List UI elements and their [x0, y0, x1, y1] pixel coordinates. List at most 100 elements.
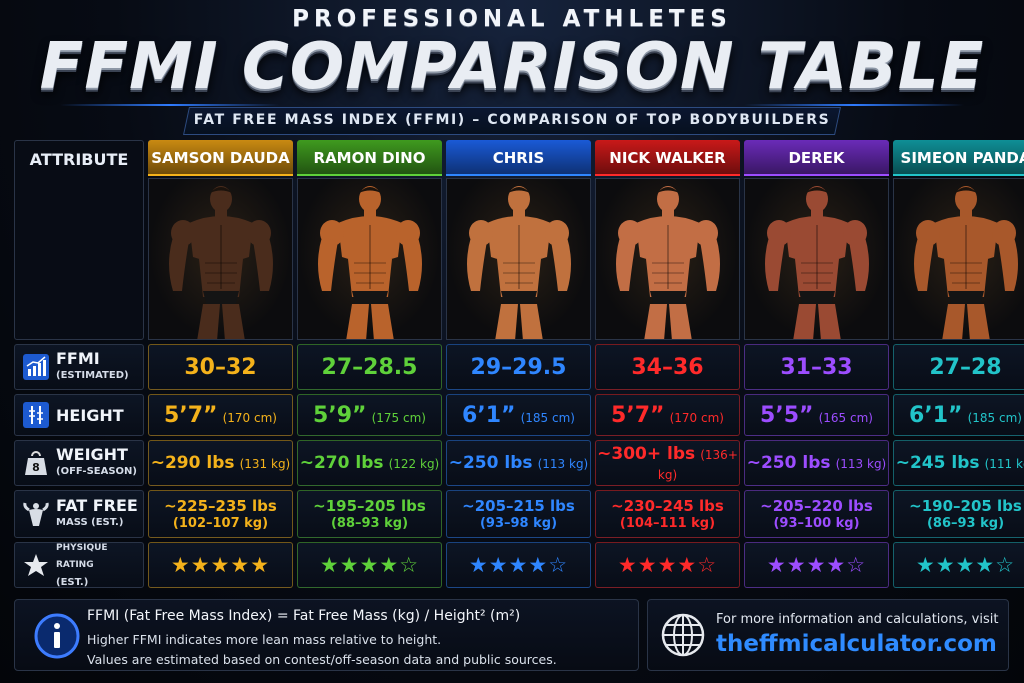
ffmi-value: 27–28 [929, 354, 1002, 380]
ffmi-value: 29–29.5 [470, 354, 567, 380]
weight-value: ~290 lbs [150, 453, 235, 473]
page-title: FFMI COMPARISON TABLE [39, 30, 985, 104]
ffmi-cell: 29–29.5 [446, 344, 591, 390]
ffm-kg: (86–93 kg) [926, 515, 1005, 531]
header: PROFESSIONAL ATHLETES FFMI COMPARISON TA… [0, 0, 1024, 138]
ffm-lbs: ~190–205 lbs [909, 496, 1022, 515]
athlete-photo [446, 178, 591, 340]
height-value: 6’1” [462, 402, 516, 428]
height-cm: (165 cm) [818, 410, 873, 425]
ffm-cell: ~225–235 lbs (102–107 kg) [148, 490, 293, 538]
attr-weight: 8 WEIGHT (OFF-SEASON) [14, 440, 144, 486]
height-cell: 5’9” (175 cm) [297, 394, 442, 436]
height-cell: 6’1” (185 cm) [893, 394, 1024, 436]
height-cm: (185 cm) [520, 410, 575, 425]
ffm-lbs: ~205–220 lbs [760, 496, 873, 515]
height-cell: 5’5” (165 cm) [744, 394, 889, 436]
weight-icon: 8 [25, 451, 47, 475]
athlete-column: DEREK LUNSFORD31–335’5” (165 cm)~250 lbs… [744, 140, 889, 590]
ffm-kg: (88–93 kg) [330, 515, 409, 531]
decor-line-right [744, 104, 964, 106]
info-icon [34, 613, 80, 659]
ffm-lbs: ~230–245 lbs [611, 496, 724, 515]
height-cell: 5’7” (170 cm) [148, 394, 293, 436]
decor-line-left [60, 104, 280, 106]
weight-cell: ~250 lbs (113 kg) [744, 440, 889, 486]
height-value: 5’7” [611, 402, 665, 428]
attr-weight-label: WEIGHT [56, 445, 128, 464]
attr-ffmi: FFMI (ESTIMATED) [14, 344, 144, 390]
ffm-kg: (93–100 kg) [773, 515, 860, 531]
athlete-photo [893, 178, 1024, 340]
comparison-table: ATTRIBUTE FFMI (ESTIMATED) HEIGHT [14, 140, 1024, 590]
height-cm: (185 cm) [967, 410, 1022, 425]
athlete-column: NICK WALKER 34–36 5’7” (170 cm) ~300+ lbs (… [595, 140, 740, 590]
more-info-text: For more information and calculations, v… [716, 612, 999, 627]
athlete-name-header: SAMSON DAUDA [148, 140, 293, 176]
muscle-icon [23, 502, 49, 526]
athlete-name-header: NICK WALKER [595, 140, 740, 176]
ffm-cell: ~205–220 lbs (93–100 kg) [744, 490, 889, 538]
website-link[interactable]: theffmicalculator.com [716, 631, 997, 657]
weight-kg: (111 kg) [984, 457, 1024, 471]
ffm-kg: (104–111 kg) [619, 515, 716, 531]
height-value: 6’1” [909, 402, 963, 428]
attr-height-label: HEIGHT [56, 405, 124, 425]
rating-cell: ★★★★☆ [744, 542, 889, 588]
ruler-icon [23, 402, 49, 428]
rating-stars: ★★★★☆ [468, 553, 569, 577]
weight-value: ~300+ lbs [597, 443, 696, 464]
rating-cell: ★★★★☆ [595, 542, 740, 588]
ffmi-cell: 30–32 [148, 344, 293, 390]
ffm-kg: (102–107 kg) [172, 515, 269, 531]
attr-rating: PHYSIQUE RATING (EST.) [14, 542, 144, 588]
attr-weight-sub: (OFF-SEASON) [56, 466, 137, 477]
subtitle: FAT FREE MASS INDEX (FFMI) – COMPARISON … [193, 112, 831, 128]
ffmi-value: 27–28.5 [321, 354, 418, 380]
athlete-figure [318, 186, 422, 339]
height-value: 5’5” [760, 402, 814, 428]
weight-value: ~250 lbs [448, 453, 533, 473]
attr-ffm-sub: MASS (EST.) [56, 517, 124, 528]
athlete-name-header: CHRIS BUMSTEAD [446, 140, 591, 203]
height-value: 5’9” [313, 402, 367, 428]
weight-value: ~270 lbs [299, 453, 384, 473]
ffm-lbs: ~225–235 lbs [164, 496, 277, 515]
height-cell: 6’1” (185 cm) [446, 394, 591, 436]
attr-ffmi-sub: (ESTIMATED) [56, 370, 129, 381]
attr-ffm-label: FAT FREE [56, 496, 138, 515]
weight-kg: (113 kg) [835, 457, 887, 471]
athlete-column: CHRIS BUMSTEAD 29–29.5 6’1” (185 cm) ~250 l… [446, 140, 591, 590]
globe-icon [661, 613, 705, 657]
weight-cell: ~290 lbs (131 kg) [148, 440, 293, 486]
athlete-column: SAMSON DAUDA 30–32 5’7” (170 cm) ~290 lbs (… [148, 140, 293, 590]
ffm-lbs: ~205–215 lbs [462, 496, 575, 515]
athlete-figure [616, 186, 720, 339]
weight-value: ~250 lbs [746, 453, 831, 473]
height-cell: 5’7” (170 cm) [595, 394, 740, 436]
formula-panel: FFMI (Fat Free Mass Index) = Fat Free Ma… [14, 599, 639, 671]
rating-stars: ★★★★★ [170, 553, 271, 577]
ffmi-cell: 31–33 [744, 344, 889, 390]
weight-value: ~245 lbs [895, 453, 980, 473]
attr-ffmi-label: FFMI [56, 349, 100, 368]
ffm-kg: (93–98 kg) [479, 515, 558, 531]
attribute-header: ATTRIBUTE [14, 140, 144, 340]
formula-note-1: Higher FFMI indicates more lean mass rel… [87, 632, 442, 647]
attr-height: HEIGHT [14, 394, 144, 436]
ffm-cell: ~195–205 lbs (88–93 kg) [297, 490, 442, 538]
ffmi-value: 30–32 [184, 354, 257, 380]
ffm-cell: ~230–245 lbs (104–111 kg) [595, 490, 740, 538]
ffmi-cell: 27–28 [893, 344, 1024, 390]
athlete-figure [765, 186, 869, 339]
ffm-cell: ~205–215 lbs (93–98 kg) [446, 490, 591, 538]
star-icon [24, 554, 48, 576]
ffmi-cell: 34–36 [595, 344, 740, 390]
athlete-photo [148, 178, 293, 340]
formula-note-2: Values are estimated based on contest/of… [87, 652, 557, 667]
ffmi-value: 31–33 [780, 354, 853, 380]
rating-stars: ★★★★☆ [319, 553, 420, 577]
attr-ffm: FAT FREE MASS (EST.) [14, 490, 144, 538]
weight-cell: ~245 lbs (111 kg) [893, 440, 1024, 486]
athlete-name-header: DEREK LUNSFORD [744, 140, 889, 203]
